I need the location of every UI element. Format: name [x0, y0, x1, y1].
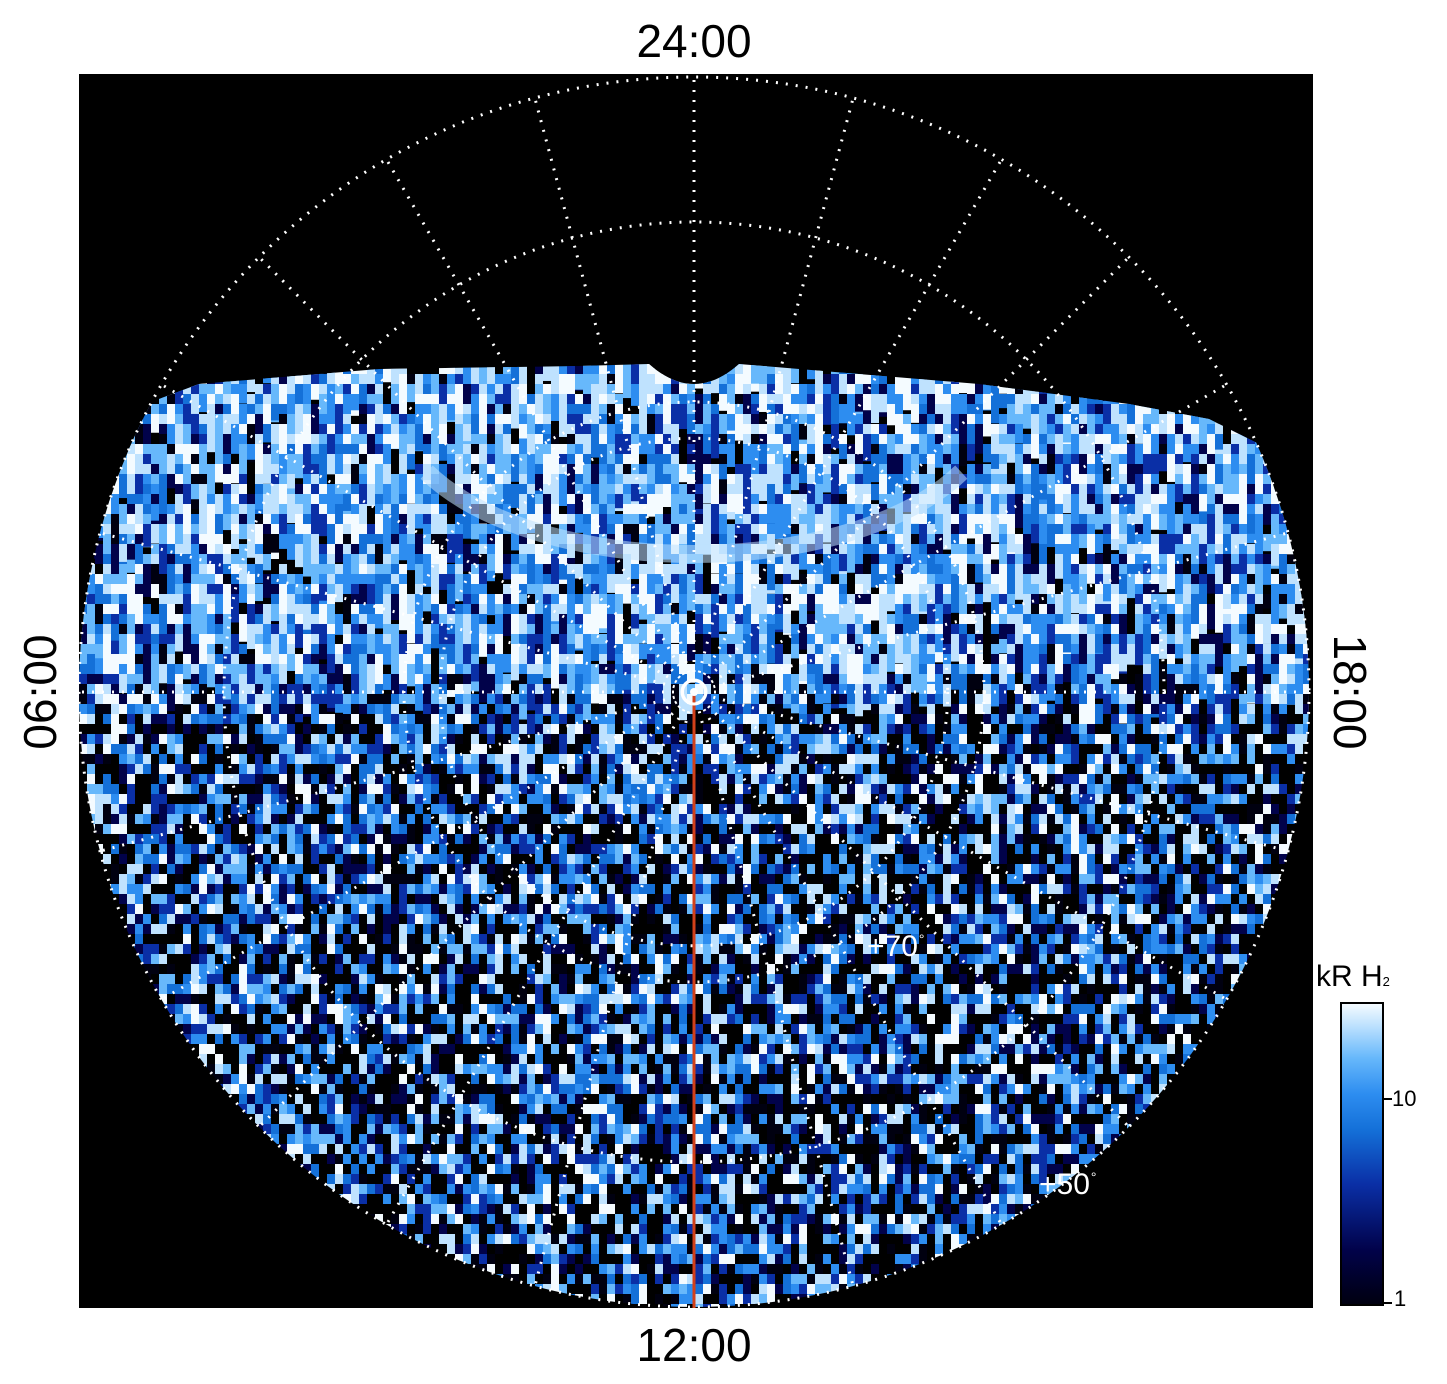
auroral-map — [79, 75, 1311, 1308]
local-time-label-bottom: 12:00 — [636, 1319, 752, 1371]
colorbar — [1340, 1002, 1384, 1306]
lat-lon-grid — [79, 75, 1311, 1308]
latitude-circle — [438, 436, 950, 948]
pole-marker-icon — [680, 678, 708, 706]
colorbar-tick-1: 1 — [1394, 1286, 1407, 1311]
polar-projection-panel: +70° +50° — [79, 74, 1313, 1308]
latitude-circle — [79, 75, 1311, 1308]
local-time-label-left: 06:00 — [14, 634, 66, 750]
latitude-label-70: +70° — [867, 930, 925, 963]
local-time-label-top: 24:00 — [636, 15, 752, 67]
colorbar-title: kR H2 — [1316, 960, 1390, 993]
colorbar-tick-mark — [1384, 1302, 1392, 1304]
colorbar-tick-10: 10 — [1392, 1086, 1417, 1111]
local-time-label-right: 18:00 — [1324, 634, 1376, 750]
emission-layer — [79, 364, 1309, 1307]
colorbar-tick-mark — [1384, 1098, 1392, 1100]
latitude-label-50: +50° — [1039, 1168, 1097, 1201]
auroral-arc — [420, 465, 968, 564]
